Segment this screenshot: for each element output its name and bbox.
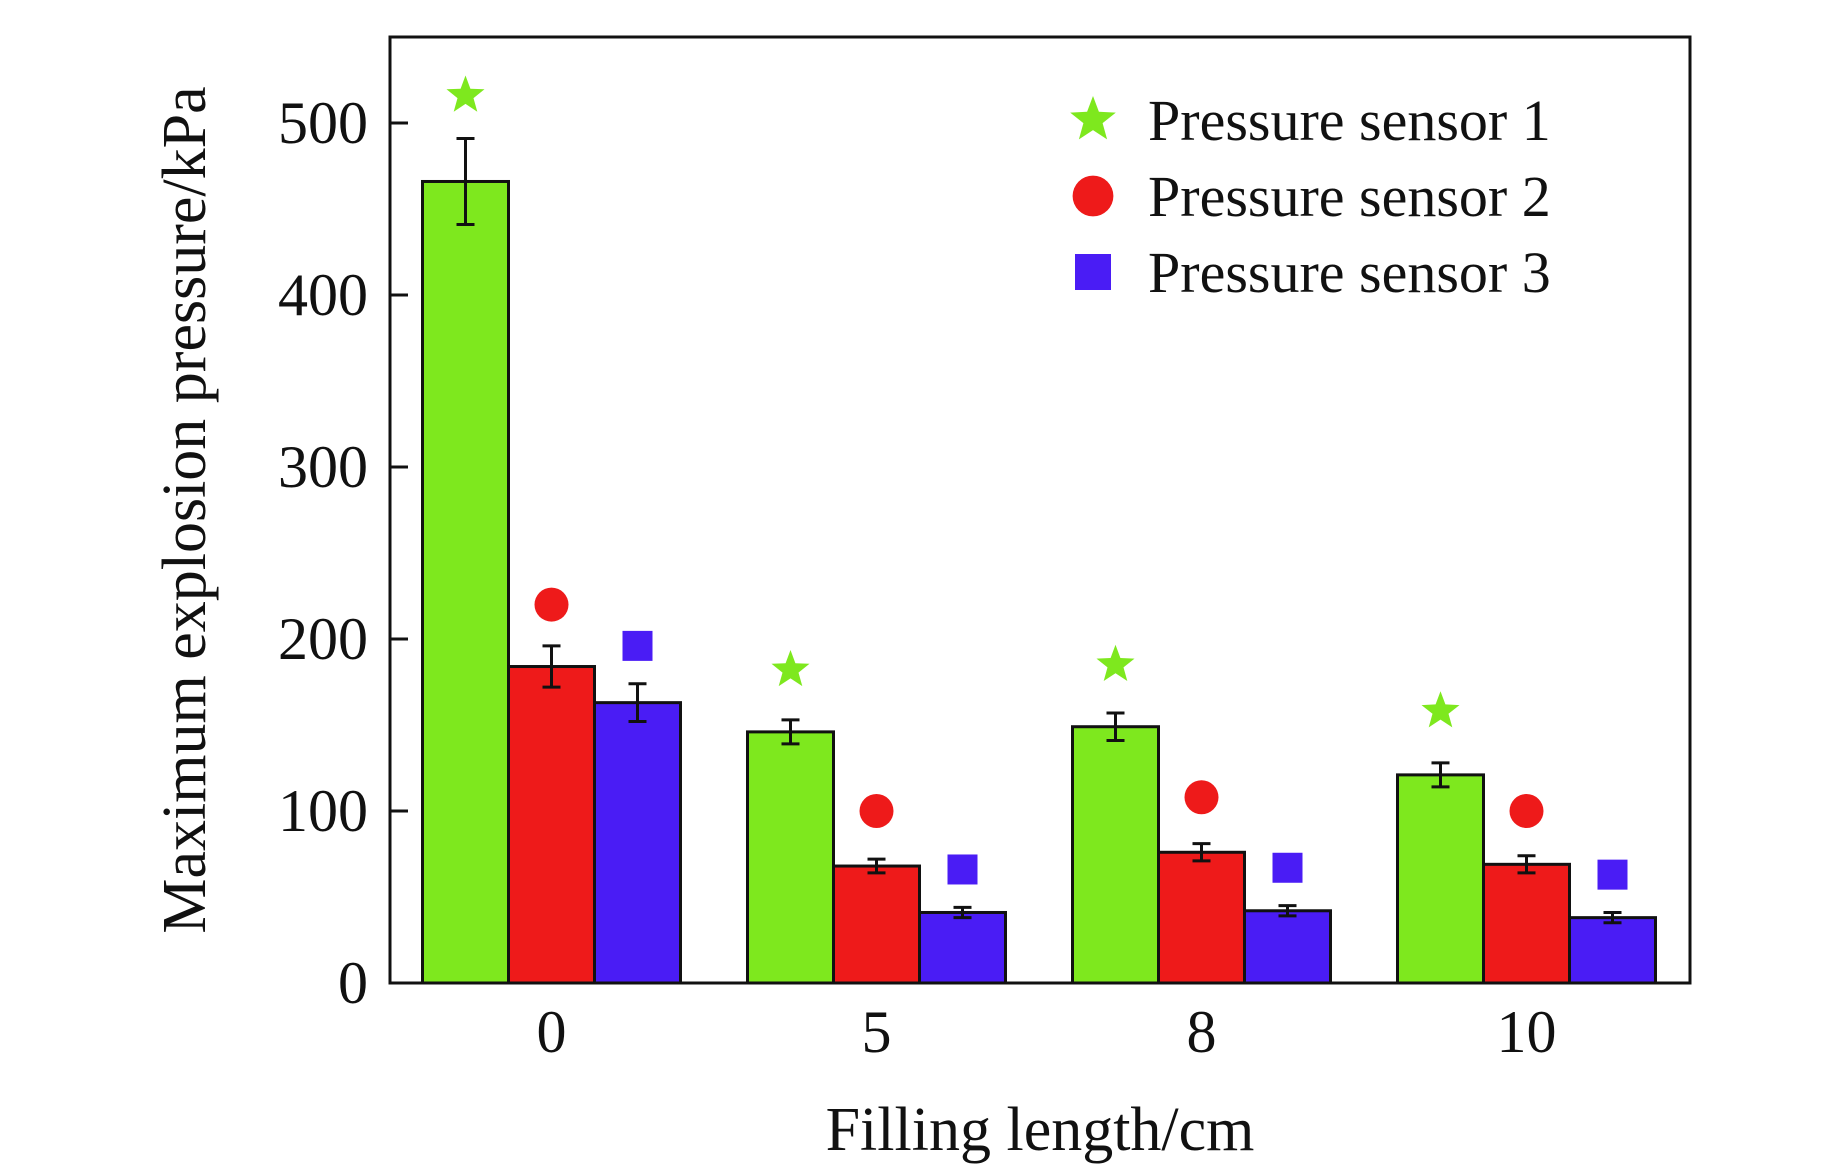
legend-label-series-2: Pressure sensor 2	[1148, 164, 1551, 229]
marker-5-series-2	[859, 794, 894, 828]
plot-frame	[388, 35, 1692, 985]
bar-0-series-3	[593, 701, 682, 985]
marker-10-series-1	[1421, 691, 1460, 728]
marker-5-series-3	[947, 854, 978, 885]
legend-marker-series-3	[1075, 254, 1111, 290]
marker-10-series-2	[1509, 794, 1544, 828]
bar-0-series-1	[421, 179, 510, 985]
bar-10-series-2	[1482, 862, 1571, 985]
y-tick-label-400: 400	[278, 262, 368, 328]
marker-0-series-3	[622, 630, 653, 661]
marker-0-series-1	[446, 75, 485, 112]
y-tick-label-300: 300	[278, 434, 368, 500]
marker-8-series-3	[1272, 852, 1303, 883]
marker-0-series-2	[534, 587, 569, 622]
x-tick-label-8: 8	[1187, 999, 1217, 1065]
bar-10-series-3	[1568, 916, 1657, 985]
y-tick-label-100: 100	[278, 778, 368, 844]
bar-8-series-3	[1243, 909, 1332, 985]
bar-8-series-1	[1071, 725, 1160, 985]
legend-marker-series-2	[1072, 175, 1114, 217]
x-tick-label-0: 0	[537, 999, 567, 1065]
bar-5-series-1	[746, 730, 835, 985]
legend-marker-series-1	[1070, 96, 1116, 140]
y-tick-label-0: 0	[338, 950, 368, 1016]
x-axis: 0 5 8 10	[537, 999, 1557, 1065]
marker-5-series-1	[771, 650, 810, 687]
bar-10-series-1	[1396, 773, 1485, 985]
x-tick-label-10: 10	[1497, 999, 1557, 1065]
marker-10-series-3	[1597, 859, 1628, 890]
bar-0-series-2	[507, 665, 596, 985]
bar-5-series-2	[832, 864, 921, 985]
y-tick-label-200: 200	[278, 606, 368, 672]
marker-8-series-1	[1096, 644, 1135, 681]
y-axis-title: Maximum explosion pressure/kPa	[151, 86, 219, 933]
y-axis: 0 100 200 300 400 500	[278, 90, 408, 1016]
legend: Pressure sensor 1 Pressure sensor 2 Pressu…	[1070, 88, 1551, 305]
legend-label-series-1: Pressure sensor 1	[1148, 88, 1551, 153]
x-tick-label-5: 5	[862, 999, 892, 1065]
legend-label-series-3: Pressure sensor 3	[1148, 240, 1551, 305]
bar-8-series-2	[1157, 850, 1246, 985]
chart-marks	[421, 75, 1657, 985]
bar-5-series-3	[918, 910, 1007, 985]
marker-8-series-2	[1184, 780, 1219, 815]
x-axis-title: Filling length/cm	[826, 1096, 1255, 1164]
y-tick-label-500: 500	[278, 90, 368, 156]
